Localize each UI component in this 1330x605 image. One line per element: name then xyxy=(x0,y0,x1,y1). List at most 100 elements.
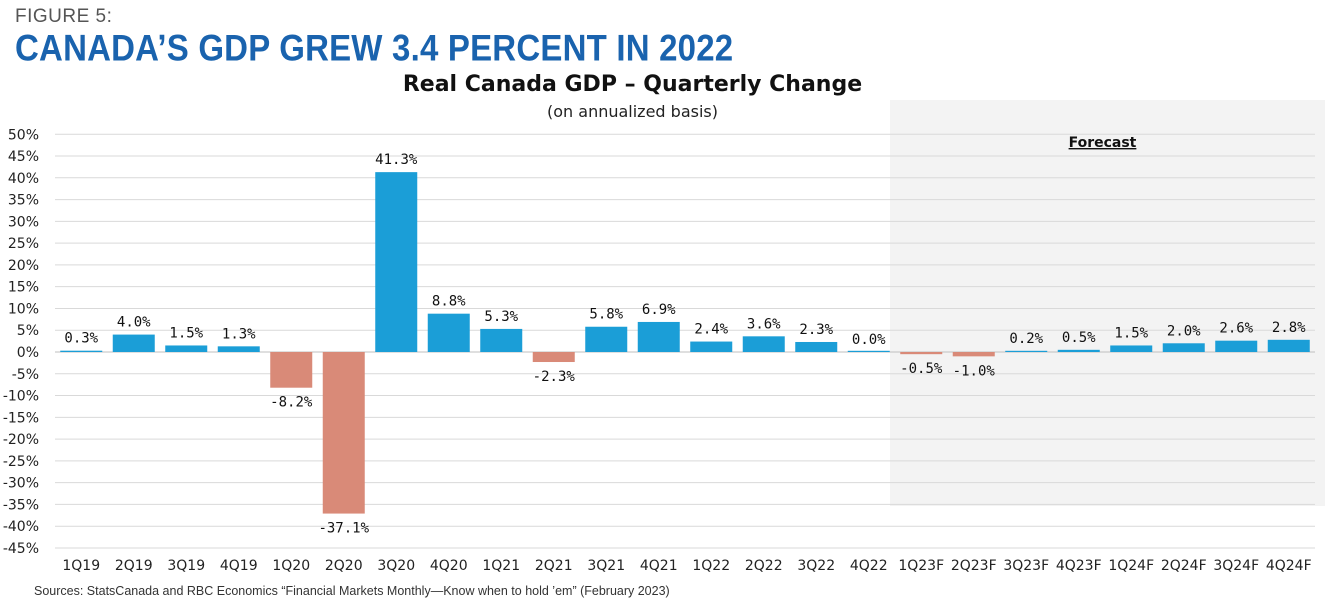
figure-label: FIGURE 5: xyxy=(15,6,113,27)
data-label: 1.5% xyxy=(1114,325,1148,341)
bar-1q22 xyxy=(690,341,733,352)
y-tick-label: -20% xyxy=(3,432,39,448)
bar-1q19 xyxy=(60,350,103,352)
x-tick-label: 1Q23F xyxy=(898,558,944,574)
data-label: -2.3% xyxy=(533,369,576,385)
data-label: -37.1% xyxy=(318,521,369,537)
data-label: 6.9% xyxy=(642,302,676,318)
bar-1q21 xyxy=(480,328,523,352)
x-tick-label: 4Q24F xyxy=(1266,558,1312,574)
x-tick-label: 3Q21 xyxy=(587,558,625,574)
y-tick-label: 35% xyxy=(8,193,39,209)
data-label: 4.0% xyxy=(117,315,151,331)
x-tick-label: 2Q24F xyxy=(1161,558,1207,574)
figure-title: CANADA’S GDP GREW 3.4 PERCENT IN 2022 xyxy=(15,27,734,69)
data-label: 2.3% xyxy=(799,322,833,338)
x-tick-label: 1Q19 xyxy=(62,558,100,574)
bar-2q22 xyxy=(742,336,785,352)
bar-3q22 xyxy=(795,341,838,352)
y-tick-label: 40% xyxy=(8,171,39,187)
x-tick-label: 1Q21 xyxy=(482,558,520,574)
data-label: 1.3% xyxy=(222,326,256,342)
y-tick-label: -35% xyxy=(3,497,39,513)
x-tick-label: 4Q19 xyxy=(220,558,258,574)
x-tick-label: 4Q22 xyxy=(850,558,888,574)
y-tick-label: -40% xyxy=(3,519,39,535)
data-label: -0.5% xyxy=(900,361,943,377)
x-tick-label: 3Q23F xyxy=(1003,558,1049,574)
forecast-region xyxy=(890,100,1325,506)
bar-4q24f xyxy=(1267,339,1310,352)
y-tick-label: 30% xyxy=(8,214,39,230)
source-note: Sources: StatsCanada and RBC Economics “… xyxy=(34,584,670,598)
data-label: 3.6% xyxy=(747,316,781,332)
bar-1q23f xyxy=(900,352,943,355)
y-tick-label: 5% xyxy=(17,323,39,339)
x-tick-label: 4Q20 xyxy=(430,558,468,574)
bar-3q24f xyxy=(1215,340,1258,352)
x-tick-label: 3Q24F xyxy=(1213,558,1259,574)
x-tick-label: 2Q22 xyxy=(745,558,783,574)
x-tick-label: 1Q20 xyxy=(272,558,310,574)
chart-subtitle: (on annualized basis) xyxy=(547,102,718,121)
data-label: 0.0% xyxy=(852,332,886,348)
y-tick-label: -25% xyxy=(3,454,39,470)
bar-1q20 xyxy=(270,352,313,388)
y-tick-label: -15% xyxy=(3,410,39,426)
bar-1q24f xyxy=(1110,345,1153,352)
y-tick-label: -30% xyxy=(3,476,39,492)
bar-3q19 xyxy=(165,345,208,352)
data-label: 5.3% xyxy=(484,309,518,325)
bar-2q20 xyxy=(322,352,365,514)
y-tick-label: 10% xyxy=(8,301,39,317)
data-label: 2.8% xyxy=(1272,320,1306,336)
x-tick-label: 3Q20 xyxy=(377,558,415,574)
bar-4q19 xyxy=(217,346,260,352)
x-tick-label: 3Q22 xyxy=(797,558,835,574)
bar-2q23f xyxy=(952,352,995,357)
chart-title: Real Canada GDP – Quarterly Change xyxy=(402,72,863,97)
bar-3q23f xyxy=(1005,350,1048,352)
y-tick-label: 15% xyxy=(8,280,39,296)
bar-4q22 xyxy=(847,350,890,352)
y-tick-label: -10% xyxy=(3,389,39,405)
data-label: -8.2% xyxy=(270,395,313,411)
data-label: 2.6% xyxy=(1219,321,1253,337)
y-tick-label: 50% xyxy=(8,127,39,143)
y-tick-label: 20% xyxy=(8,258,39,274)
bar-3q21 xyxy=(585,326,628,352)
data-label: -1.0% xyxy=(953,363,996,379)
bar-2q19 xyxy=(112,334,155,352)
data-label: 2.4% xyxy=(694,322,728,338)
data-label: 0.5% xyxy=(1062,330,1096,346)
bar-4q20 xyxy=(427,313,470,352)
y-tick-label: 25% xyxy=(8,236,39,252)
bar-3q20 xyxy=(375,172,418,352)
bar-4q23f xyxy=(1057,349,1100,352)
forecast-label: Forecast xyxy=(1069,135,1137,151)
x-tick-label: 1Q24F xyxy=(1108,558,1154,574)
bar-4q21 xyxy=(637,321,680,352)
data-label: 5.8% xyxy=(589,307,623,323)
bar-2q21 xyxy=(532,352,575,363)
data-label: 0.3% xyxy=(64,331,98,347)
data-label: 8.8% xyxy=(432,294,466,310)
x-tick-label: 2Q23F xyxy=(951,558,997,574)
data-label: 1.5% xyxy=(169,325,203,341)
x-tick-label: 4Q21 xyxy=(640,558,678,574)
x-tick-label: 2Q19 xyxy=(115,558,153,574)
data-label: 2.0% xyxy=(1167,323,1201,339)
y-tick-label: 0% xyxy=(17,345,39,361)
y-tick-label: 45% xyxy=(8,149,39,165)
y-tick-label: -5% xyxy=(12,367,39,383)
x-tick-label: 4Q23F xyxy=(1056,558,1102,574)
data-label: 0.2% xyxy=(1009,331,1043,347)
data-label: 41.3% xyxy=(375,152,418,168)
x-tick-label: 2Q21 xyxy=(535,558,573,574)
y-tick-label: -45% xyxy=(3,541,39,557)
bar-2q24f xyxy=(1162,343,1205,352)
x-tick-label: 1Q22 xyxy=(692,558,730,574)
x-tick-label: 2Q20 xyxy=(325,558,363,574)
x-tick-label: 3Q19 xyxy=(167,558,205,574)
